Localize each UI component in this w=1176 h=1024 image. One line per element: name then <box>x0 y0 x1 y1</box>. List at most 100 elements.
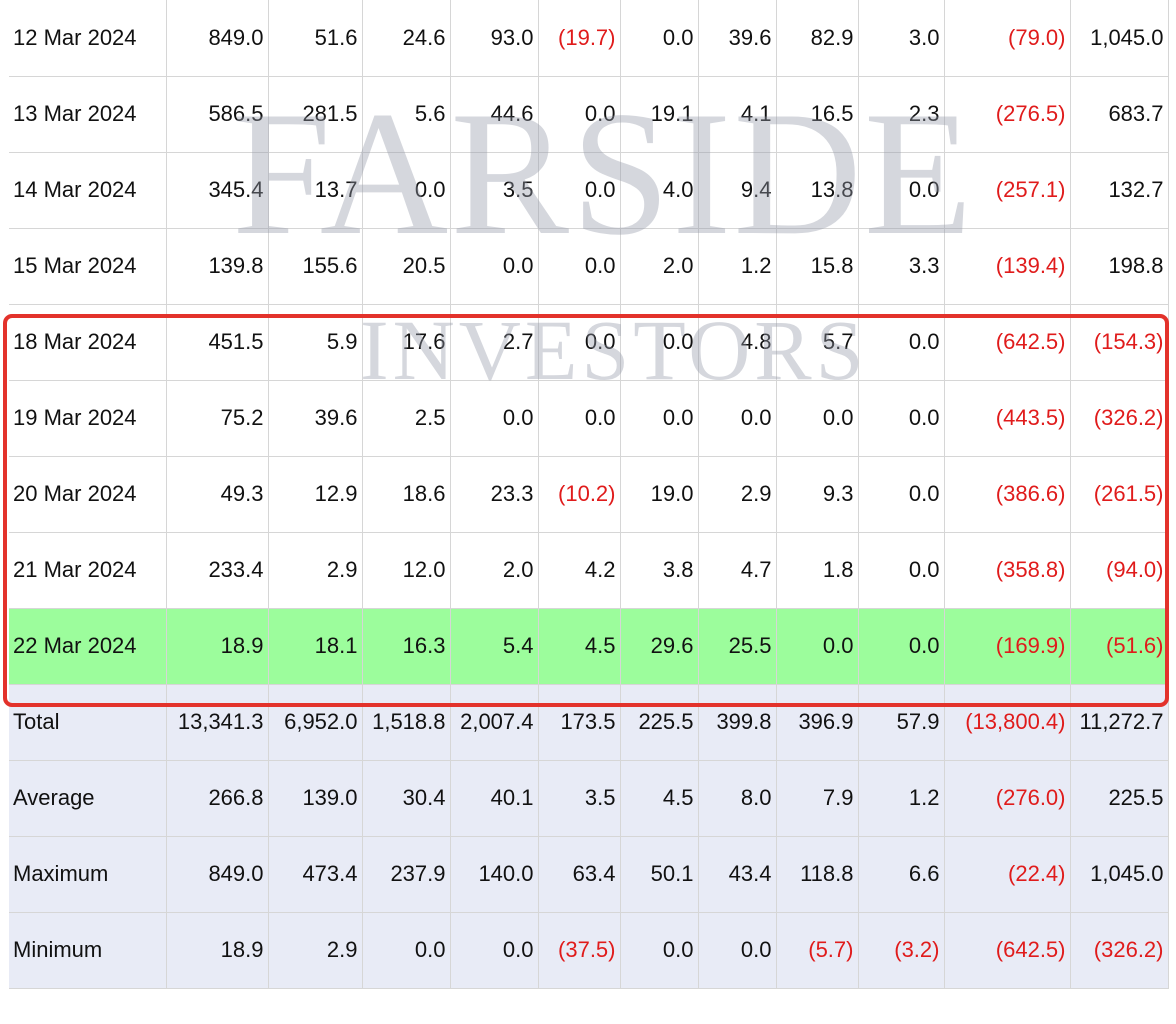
value-cell: 63.4 <box>538 836 621 913</box>
value-cell: 30.4 <box>362 760 451 837</box>
value-cell: 451.5 <box>166 304 269 381</box>
value-cell: 849.0 <box>166 836 269 913</box>
value-cell: 4.7 <box>698 532 777 609</box>
value-cell: 8.0 <box>698 760 777 837</box>
value-cell: 0.0 <box>858 532 945 609</box>
value-cell: 4.0 <box>620 152 699 229</box>
value-cell: (139.4) <box>944 228 1071 305</box>
value-cell: 0.0 <box>538 152 621 229</box>
highlighted-table-row: 22 Mar 2024 18.9 18.1 16.3 5.4 4.5 29.6 25.5 0.0… <box>9 608 1169 685</box>
date-cell: 15 Mar 2024 <box>9 228 167 305</box>
value-cell: 93.0 <box>450 0 539 77</box>
value-cell: 11,272.7 <box>1070 684 1169 761</box>
value-cell: (169.9) <box>944 608 1071 685</box>
value-cell: (37.5) <box>538 912 621 989</box>
value-cell: 0.0 <box>776 608 859 685</box>
value-cell: (94.0) <box>1070 532 1169 609</box>
date-cell: 18 Mar 2024 <box>9 304 167 381</box>
table-row: 14 Mar 2024 345.4 13.7 0.0 3.5 0.0 4.0 9.4 13.8 0… <box>9 152 1169 229</box>
summary-label: Maximum <box>9 836 167 913</box>
value-cell: 140.0 <box>450 836 539 913</box>
value-cell: 266.8 <box>166 760 269 837</box>
value-cell: 849.0 <box>166 0 269 77</box>
table-row: 18 Mar 2024 451.5 5.9 17.6 2.7 0.0 0.0 4.8 5.7 0.… <box>9 304 1169 381</box>
value-cell: 5.9 <box>268 304 363 381</box>
value-cell: 0.0 <box>858 608 945 685</box>
value-cell: 139.0 <box>268 760 363 837</box>
value-cell: 2.0 <box>450 532 539 609</box>
value-cell: 4.8 <box>698 304 777 381</box>
summary-row: Maximum 849.0 473.4 237.9 140.0 63.4 50.1 43.4 1… <box>9 836 1169 913</box>
value-cell: 19.1 <box>620 76 699 153</box>
value-cell: 173.5 <box>538 684 621 761</box>
value-cell: (5.7) <box>776 912 859 989</box>
value-cell: 44.6 <box>450 76 539 153</box>
value-cell: 1.2 <box>698 228 777 305</box>
value-cell: 39.6 <box>268 380 363 457</box>
table-row: 13 Mar 2024 586.5 281.5 5.6 44.6 0.0 19.1 4.1 16… <box>9 76 1169 153</box>
value-cell: 4.5 <box>620 760 699 837</box>
value-cell: 12.0 <box>362 532 451 609</box>
value-cell: 139.8 <box>166 228 269 305</box>
value-cell: 2.9 <box>268 912 363 989</box>
value-cell: 0.0 <box>858 152 945 229</box>
value-cell: 0.0 <box>362 912 451 989</box>
value-cell: 3.3 <box>858 228 945 305</box>
value-cell: 9.3 <box>776 456 859 533</box>
value-cell: 40.1 <box>450 760 539 837</box>
value-cell: 0.0 <box>538 76 621 153</box>
value-cell: (13,800.4) <box>944 684 1071 761</box>
value-cell: 25.5 <box>698 608 777 685</box>
value-cell: 2.7 <box>450 304 539 381</box>
value-cell: 23.3 <box>450 456 539 533</box>
value-cell: 225.5 <box>1070 760 1169 837</box>
value-cell: 18.9 <box>166 608 269 685</box>
value-cell: 49.3 <box>166 456 269 533</box>
value-cell: 237.9 <box>362 836 451 913</box>
date-cell: 20 Mar 2024 <box>9 456 167 533</box>
value-cell: (642.5) <box>944 912 1071 989</box>
value-cell: (358.8) <box>944 532 1071 609</box>
value-cell: 2.9 <box>268 532 363 609</box>
summary-row: Total 13,341.3 6,952.0 1,518.8 2,007.4 173.5 2… <box>9 684 1169 761</box>
value-cell: 683.7 <box>1070 76 1169 153</box>
value-cell: (443.5) <box>944 380 1071 457</box>
value-cell: 233.4 <box>166 532 269 609</box>
summary-row: Minimum 18.9 2.9 0.0 0.0 (37.5) 0.0 0.0 (5.7) (3.… <box>9 912 1169 989</box>
value-cell: 13,341.3 <box>166 684 269 761</box>
summary-row: Average 266.8 139.0 30.4 40.1 3.5 4.5 8.0 7.9 1.2… <box>9 760 1169 837</box>
value-cell: (3.2) <box>858 912 945 989</box>
value-cell: 0.0 <box>362 152 451 229</box>
value-cell: 0.0 <box>450 380 539 457</box>
value-cell: (79.0) <box>944 0 1071 77</box>
summary-label: Total <box>9 684 167 761</box>
etf-flows-table-container: 12 Mar 2024 849.0 51.6 24.6 93.0 (19.7) 0.0 39.… <box>9 0 1169 1024</box>
table-row: 21 Mar 2024 233.4 2.9 12.0 2.0 4.2 3.8 4.7 1.8 0.… <box>9 532 1169 609</box>
value-cell: 9.4 <box>698 152 777 229</box>
date-cell: 13 Mar 2024 <box>9 76 167 153</box>
value-cell: 396.9 <box>776 684 859 761</box>
date-cell: 22 Mar 2024 <box>9 608 167 685</box>
value-cell: 0.0 <box>620 912 699 989</box>
value-cell: 155.6 <box>268 228 363 305</box>
value-cell: 0.0 <box>858 380 945 457</box>
value-cell: (326.2) <box>1070 380 1169 457</box>
value-cell: 3.0 <box>858 0 945 77</box>
value-cell: 19.0 <box>620 456 699 533</box>
value-cell: 0.0 <box>620 380 699 457</box>
value-cell: 225.5 <box>620 684 699 761</box>
value-cell: 4.1 <box>698 76 777 153</box>
value-cell: 0.0 <box>620 0 699 77</box>
value-cell: 13.8 <box>776 152 859 229</box>
value-cell: 1,045.0 <box>1070 836 1169 913</box>
value-cell: 16.5 <box>776 76 859 153</box>
table-row: 15 Mar 2024 139.8 155.6 20.5 0.0 0.0 2.0 1.2 15.… <box>9 228 1169 305</box>
value-cell: 1,045.0 <box>1070 0 1169 77</box>
value-cell: 3.5 <box>538 760 621 837</box>
value-cell: 3.5 <box>450 152 539 229</box>
value-cell: 75.2 <box>166 380 269 457</box>
etf-flows-table: 12 Mar 2024 849.0 51.6 24.6 93.0 (19.7) 0.0 39.… <box>9 0 1169 989</box>
table-row: 20 Mar 2024 49.3 12.9 18.6 23.3 (10.2) 19.0 2.9… <box>9 456 1169 533</box>
value-cell: 5.7 <box>776 304 859 381</box>
value-cell: 473.4 <box>268 836 363 913</box>
